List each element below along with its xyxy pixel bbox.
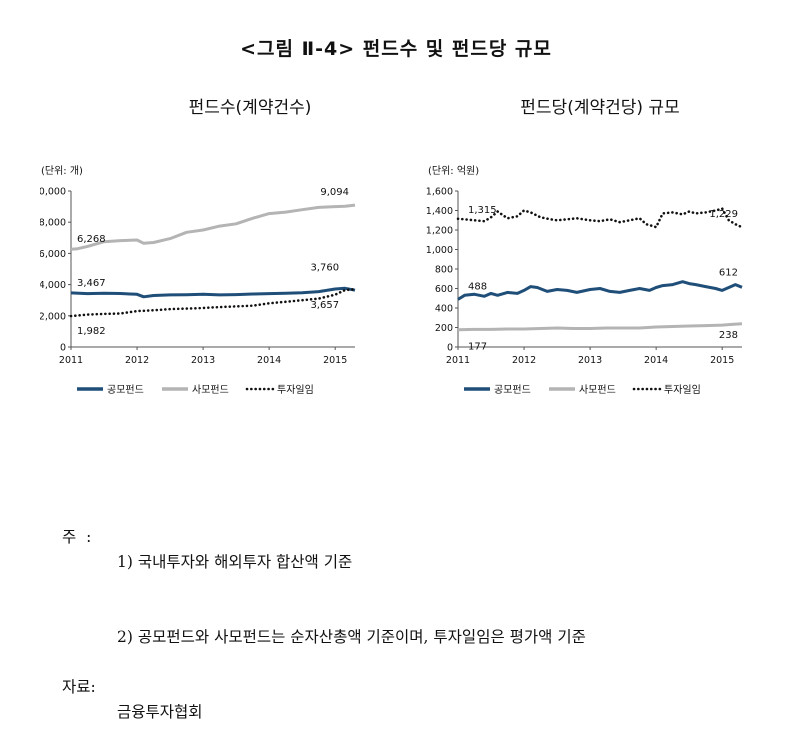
figure-title: <그림 Ⅱ-4> 펀드수 및 펀드당 규모 [240, 38, 552, 60]
data-label: 488 [468, 281, 487, 292]
y-tick-label: 8,000 [40, 218, 66, 229]
source-line: 자료: 금융투자협회 [62, 650, 203, 721]
series-line-사모펀드 [70, 203, 356, 251]
series-line-공모펀드 [457, 280, 743, 301]
fund-count-chart: (단위: 개) 0 2,000 4,000 6,000 8,000 10,000 2011 20… [40, 164, 357, 396]
series-line-투자일임 [69, 288, 357, 318]
data-label: 1,982 [77, 326, 106, 337]
data-label: 3,760 [310, 262, 339, 273]
note-prefix: 주 : [62, 528, 92, 546]
data-label: 1,315 [468, 205, 497, 216]
series-line-사모펀드 [457, 322, 743, 332]
series-line-투자일임 [456, 207, 744, 229]
legend-label: 투자일임 [277, 383, 314, 396]
data-label: 6,268 [77, 234, 106, 245]
y-tick-label: 6,000 [40, 249, 66, 260]
x-tick-label: 2013 [578, 355, 602, 366]
source-prefix: 자료: [62, 678, 96, 696]
y-tick-label: 2,000 [40, 311, 66, 322]
x-tick-label: 2011 [446, 355, 470, 366]
legend-label: 투자일임 [664, 383, 701, 396]
y-tick-label: 4,000 [40, 280, 66, 291]
left-chart-title: 펀드수(계약건수) [188, 98, 312, 118]
note-text: 2) 공모펀드와 사모펀드는 순자산총액 기준이며, 투자일임은 평가액 기준 [117, 628, 586, 646]
note-line-1: 주 : 1) 국내투자와 해외투자 합산액 기준 [62, 500, 352, 571]
x-tick-label: 2013 [191, 355, 215, 366]
y-tick-label: 1,200 [426, 226, 453, 237]
data-label: 612 [719, 267, 738, 278]
x-tick-label: 2015 [710, 355, 734, 366]
data-label: 3,657 [310, 300, 339, 311]
legend-label: 공모펀드 [107, 384, 144, 396]
data-label: 177 [468, 342, 487, 353]
right-chart-title: 펀드당(계약건당) 규모 [520, 98, 680, 118]
x-tick-label: 2014 [644, 355, 668, 366]
y-tick-label: 400 [435, 304, 453, 315]
legend-label: 사모펀드 [192, 384, 229, 396]
x-tick-label: 2011 [59, 355, 83, 366]
y-tick-label: 800 [435, 265, 453, 276]
y-tick-label: 0 [447, 343, 453, 354]
legend-label: 사모펀드 [579, 384, 616, 396]
y-tick-label: 0 [60, 343, 66, 354]
unit-label: (단위: 억원) [428, 164, 479, 177]
data-label: 238 [719, 330, 738, 341]
y-tick-label: 10,000 [40, 187, 66, 198]
source-text: 금융투자협회 [117, 703, 203, 721]
per-fund-size-chart: (단위: 억원) 0 200 400 600 800 1,000 1,200 1,400 1,60… [426, 164, 744, 396]
note-line-2: 2) 공모펀드와 사모펀드는 순자산총액 기준이며, 투자일임은 평가액 기준 [62, 575, 586, 646]
legend-label: 공모펀드 [494, 384, 531, 396]
notes: 주 : 1) 국내투자와 해외투자 합산액 기준 2) 공모펀드와 사모펀드는 … [62, 450, 586, 721]
y-tick-label: 1,400 [426, 206, 453, 217]
y-tick-label: 200 [435, 323, 453, 334]
y-tick-label: 1,000 [426, 245, 453, 256]
y-tick-label: 1,600 [426, 187, 453, 198]
x-tick-label: 2015 [323, 355, 347, 366]
data-label: 1,229 [709, 209, 738, 220]
y-tick-label: 600 [435, 284, 453, 295]
data-label: 9,094 [320, 187, 349, 198]
x-tick-label: 2012 [512, 355, 536, 366]
data-label: 3,467 [77, 278, 106, 289]
x-tick-label: 2012 [125, 355, 149, 366]
x-tick-label: 2014 [257, 355, 281, 366]
unit-label: (단위: 개) [41, 164, 83, 177]
series-line-공모펀드 [70, 286, 356, 299]
